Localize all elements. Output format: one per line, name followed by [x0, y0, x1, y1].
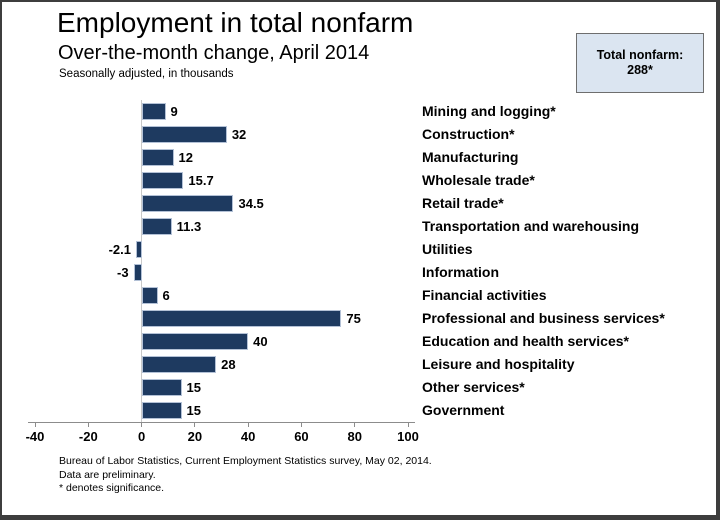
x-axis-tick: [354, 422, 356, 427]
category-label: Leisure and hospitality: [422, 356, 575, 372]
bar-value-label: 75: [346, 311, 361, 326]
bar-value-label: 15.7: [188, 173, 214, 188]
bar: [141, 149, 174, 166]
units-note: Seasonally adjusted, in thousands: [59, 68, 234, 80]
bar-row: -2.1: [35, 238, 408, 261]
bar-value-label: 34.5: [238, 196, 264, 211]
bar-row: 12: [35, 146, 408, 169]
x-tick-label: 20: [187, 429, 203, 444]
footnote-significance: * denotes significance.: [59, 482, 165, 494]
bar-row: 34.5: [35, 192, 408, 215]
bar-row: 9: [35, 100, 408, 123]
x-axis-tick: [87, 422, 89, 427]
category-label: Wholesale trade*: [422, 172, 535, 188]
bar: [141, 333, 249, 350]
bar-row: 15: [35, 376, 408, 399]
category-label: Education and health services*: [422, 333, 629, 349]
total-nonfarm-value: 288*: [627, 63, 653, 77]
bar-row: 11.3: [35, 215, 408, 238]
x-axis-tick: [34, 422, 36, 427]
bar-value-label: -2.1: [108, 242, 131, 257]
bar-value-label: 11.3: [176, 219, 202, 234]
bar-value-label: 9: [170, 104, 178, 119]
bar: [141, 310, 342, 327]
bar-value-label: 6: [162, 288, 170, 303]
x-tick-label: 40: [240, 429, 256, 444]
x-tick-label: 100: [397, 429, 419, 444]
bar: [135, 241, 142, 258]
x-tick-label: 0: [137, 429, 146, 444]
x-tick-label: -40: [25, 429, 45, 444]
bar: [141, 402, 182, 419]
category-label: Government: [422, 402, 505, 418]
x-axis-tick: [407, 422, 409, 427]
x-axis-tick: [141, 422, 143, 427]
x-axis-line: [28, 422, 415, 423]
footnotes: Bureau of Labor Statistics, Current Empl…: [59, 455, 432, 496]
x-tick-label: 80: [347, 429, 362, 444]
page-title: Employment in total nonfarm: [57, 7, 414, 38]
bar-value-label: 40: [253, 334, 268, 349]
bar: [141, 287, 158, 304]
bar: [141, 126, 227, 143]
bar: [141, 172, 184, 189]
zero-gridline: [141, 100, 143, 422]
footnote-preliminary: Data are preliminary.: [59, 468, 156, 481]
bar: [141, 218, 172, 235]
bar-row: 6: [35, 284, 408, 307]
category-label: Other services*: [422, 379, 525, 395]
footnote-source: Bureau of Labor Statistics, Current Empl…: [59, 455, 432, 467]
bar-value-label: 12: [178, 150, 193, 165]
x-axis-tick: [247, 422, 249, 427]
bar-row: 40: [35, 330, 408, 353]
x-tick-label: 60: [294, 429, 309, 444]
category-label: Utilities: [422, 241, 473, 257]
category-label: Information: [422, 264, 499, 280]
category-label: Professional and business services*: [422, 310, 665, 326]
x-axis-tick: [300, 422, 302, 427]
bar-value-label: 32: [231, 127, 247, 142]
category-label: Financial activities: [422, 287, 547, 303]
bar: [133, 264, 142, 281]
bar-value-label: -3: [117, 265, 129, 280]
bar-value-label: 28: [221, 357, 236, 372]
page-subtitle: Over-the-month change, April 2014: [58, 42, 370, 64]
bar-value-label: 15: [186, 403, 201, 418]
bar: [141, 379, 182, 396]
bar: [141, 195, 234, 212]
bar-value-label: 15: [186, 380, 201, 395]
bar-row: 32: [35, 123, 408, 146]
category-label: Retail trade*: [422, 195, 504, 211]
bar: [141, 103, 166, 120]
category-label: Manufacturing: [422, 149, 519, 165]
total-nonfarm-label: Total nonfarm:: [596, 48, 684, 62]
category-labels: Mining and logging* Construction* Manufact…: [422, 100, 716, 422]
bar-row: 28: [35, 353, 408, 376]
bar-row: -3: [35, 261, 408, 284]
x-axis-tick: [194, 422, 196, 427]
bar-row: 15: [35, 399, 408, 422]
category-label: Mining and logging*: [422, 103, 556, 119]
plot-area: 9 32 12 15.7 34.5 11.3 -2.1 -3 6 75 40 28 15 15: [35, 100, 408, 422]
bar-row: 75: [35, 307, 408, 330]
category-label: Construction*: [422, 126, 515, 142]
x-axis: -40 -20 0 20 40 60 80 100: [26, 422, 419, 444]
bar: [141, 356, 217, 373]
category-label: Transportation and warehousing: [422, 218, 640, 234]
x-tick-label: -20: [78, 429, 98, 444]
bar-row: 15.7: [35, 169, 408, 192]
total-nonfarm-box: Total nonfarm: 288*: [576, 33, 704, 93]
